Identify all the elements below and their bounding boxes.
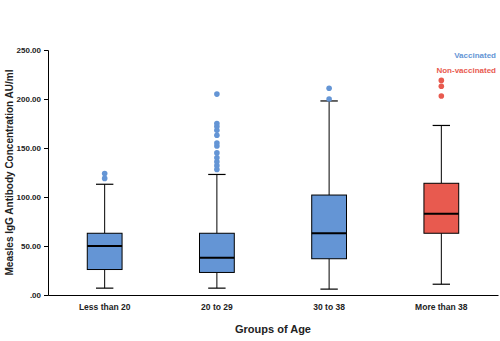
y-tick-label: 50.00 [21, 242, 42, 251]
max-cap [208, 174, 225, 175]
y-tick: 200.00 [17, 95, 48, 104]
x-axis: Less than 20 20 to 29 30 to 38 More than 38 [49, 295, 499, 312]
legend-entry: Non-vaccinated [436, 66, 496, 75]
outlier [214, 91, 220, 97]
y-tick: 50.00 [21, 242, 48, 251]
upper-whisker [104, 184, 105, 233]
median [87, 245, 122, 247]
marks [87, 78, 458, 290]
outlier [214, 140, 220, 146]
box [424, 78, 459, 285]
outlier [439, 93, 445, 99]
median [312, 232, 347, 234]
box-body [199, 233, 234, 272]
box-body [312, 195, 347, 259]
x-tick: 20 to 29 [201, 295, 233, 312]
lower-whisker [104, 270, 105, 289]
box [312, 85, 347, 289]
lower-whisker [216, 272, 217, 288]
min-cap [433, 284, 450, 285]
y-tick-mark [44, 50, 48, 51]
max-cap [96, 184, 113, 185]
y-tick-mark [44, 246, 48, 247]
x-tick: Less than 20 [79, 295, 131, 312]
lower-whisker [329, 259, 330, 289]
x-axis-title: Groups of Age [235, 323, 311, 335]
y-tick-mark [44, 148, 48, 149]
min-cap [208, 288, 225, 289]
outlier [439, 78, 445, 84]
outlier [214, 155, 220, 161]
box [87, 171, 122, 288]
outlier [326, 85, 332, 91]
median [424, 213, 459, 215]
y-tick-label: 150.00 [17, 144, 42, 153]
x-tick-label: 20 to 29 [201, 302, 233, 312]
outlier [214, 150, 220, 156]
x-tick-label: Less than 20 [79, 302, 131, 312]
box-body [424, 183, 459, 233]
outlier [214, 132, 220, 138]
outlier [214, 121, 220, 127]
y-tick-label: .00 [30, 291, 42, 300]
min-cap [320, 289, 337, 290]
box [199, 91, 234, 288]
x-tick: More than 38 [415, 295, 468, 312]
y-axis: .00 50.00 100.00 150.00 200.00 250.00 [17, 46, 49, 300]
y-tick-label: 100.00 [17, 193, 42, 202]
max-cap [433, 125, 450, 126]
outlier [439, 83, 445, 89]
y-tick-mark [44, 197, 48, 198]
box-body [87, 233, 122, 269]
y-tick: 250.00 [17, 46, 48, 55]
y-tick-label: 200.00 [17, 95, 42, 104]
upper-whisker [329, 101, 330, 195]
outlier [102, 171, 108, 177]
y-tick: 100.00 [17, 193, 48, 202]
y-tick: .00 [30, 291, 48, 300]
lower-whisker [441, 233, 442, 284]
y-axis-line [44, 51, 49, 296]
plot-area: .00 50.00 100.00 150.00 200.00 250.00 Less tha… [17, 46, 499, 312]
legend-entry: Vaccinated [454, 51, 496, 60]
y-axis-title: Measles IgG Antibody Concentration AU/ml [4, 69, 15, 275]
chart-svg: .00 50.00 100.00 150.00 200.00 250.00 Less tha… [0, 0, 500, 341]
x-tick-label: More than 38 [415, 302, 468, 312]
y-tick-mark [44, 99, 48, 100]
upper-whisker [216, 174, 217, 233]
legend: Vaccinated Non-vaccinated [436, 51, 496, 75]
x-axis-line [49, 295, 499, 296]
y-tick: 150.00 [17, 144, 48, 153]
y-tick-mark [44, 295, 48, 296]
chart-container: .00 50.00 100.00 150.00 200.00 250.00 Less tha… [0, 0, 500, 341]
x-tick-label: 30 to 38 [313, 302, 345, 312]
x-tick: 30 to 38 [313, 295, 345, 312]
min-cap [96, 288, 113, 289]
median [199, 257, 234, 259]
upper-whisker [441, 125, 442, 183]
outlier [326, 96, 332, 102]
outlier [102, 176, 108, 182]
y-tick-label: 250.00 [17, 46, 42, 55]
